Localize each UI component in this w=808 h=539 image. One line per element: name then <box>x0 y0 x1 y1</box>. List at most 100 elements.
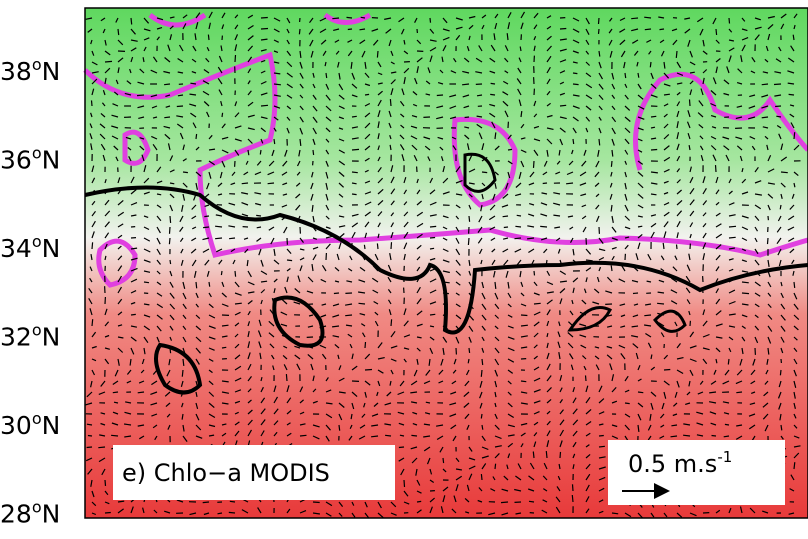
vector <box>465 117 469 118</box>
vector <box>529 501 534 502</box>
vector <box>105 61 112 62</box>
vector <box>728 359 729 365</box>
lat-hemisphere: N <box>42 500 61 529</box>
latitude-label: 38oN <box>0 55 60 86</box>
vector <box>660 29 665 30</box>
vector <box>92 319 93 326</box>
vector <box>248 150 249 155</box>
vector <box>495 282 496 289</box>
vector <box>430 238 435 239</box>
vector <box>481 474 482 480</box>
vector <box>196 134 197 139</box>
lat-degree: o <box>32 144 42 163</box>
vector <box>573 139 574 144</box>
vector <box>190 83 196 84</box>
vector <box>417 501 421 502</box>
vector <box>170 227 171 234</box>
vector <box>221 271 222 275</box>
vector <box>521 315 527 316</box>
vector <box>261 105 268 106</box>
vector <box>222 325 229 326</box>
vector <box>651 127 655 128</box>
vector <box>503 216 508 217</box>
vector <box>377 51 378 58</box>
vector <box>204 216 209 217</box>
vector <box>599 436 604 437</box>
lat-hemisphere: N <box>42 323 61 352</box>
lat-hemisphere: N <box>42 57 61 86</box>
vector <box>586 375 587 381</box>
vector <box>138 392 144 393</box>
vector <box>644 315 651 316</box>
vector <box>736 392 742 393</box>
vector <box>98 447 105 448</box>
scale-exponent: -1 <box>717 448 732 466</box>
vector <box>671 436 678 437</box>
vector <box>443 282 450 283</box>
vector <box>261 29 268 30</box>
vector <box>644 17 651 18</box>
figure: e) Chlo−a MODIS 0.5 m.s-1 38oN36oN34oN32… <box>0 0 808 539</box>
vector <box>521 325 528 326</box>
vector <box>300 139 301 146</box>
vector <box>92 242 93 249</box>
vector <box>612 150 613 157</box>
vector <box>230 501 235 502</box>
vector <box>391 319 392 326</box>
vector <box>501 502 508 503</box>
lat-hemisphere: N <box>42 146 61 175</box>
vector <box>247 260 248 266</box>
vector <box>182 370 183 377</box>
lat-number: 32 <box>0 323 32 352</box>
vector <box>391 242 392 249</box>
vector <box>572 495 573 502</box>
vector <box>326 73 327 78</box>
lat-degree: o <box>32 409 42 428</box>
vector <box>261 281 267 282</box>
vector <box>300 435 307 436</box>
vector <box>371 436 378 437</box>
vector <box>776 116 781 117</box>
vector <box>690 72 695 73</box>
vector <box>111 435 118 436</box>
scale-text: 0.5 m.s <box>628 450 717 478</box>
vector <box>170 216 171 223</box>
vector <box>105 480 106 486</box>
vector <box>742 293 749 294</box>
vector <box>352 183 357 184</box>
vector <box>599 51 600 57</box>
vector <box>203 227 209 228</box>
vector <box>347 17 353 18</box>
vector <box>430 18 431 23</box>
vector <box>426 402 430 403</box>
vector <box>794 132 795 139</box>
vector <box>430 226 436 227</box>
vector <box>196 282 197 288</box>
vector <box>313 150 314 155</box>
vector <box>638 392 643 393</box>
vector <box>508 149 512 150</box>
vector <box>183 172 188 173</box>
vector <box>365 342 366 348</box>
vector <box>762 117 768 118</box>
vector <box>443 304 448 305</box>
vector <box>260 150 261 155</box>
vector <box>334 293 339 294</box>
vector <box>469 216 470 222</box>
vector <box>178 95 183 96</box>
lat-degree: o <box>32 55 42 74</box>
vector <box>546 260 547 264</box>
lat-number: 34 <box>0 234 32 263</box>
vector <box>92 100 93 106</box>
vector <box>633 293 638 294</box>
vector <box>794 462 795 469</box>
vector <box>612 513 618 514</box>
vector <box>274 139 275 144</box>
vector <box>164 84 170 85</box>
vector <box>313 502 320 503</box>
vector <box>443 293 449 294</box>
lat-number: 28 <box>0 500 32 529</box>
vector <box>482 425 483 430</box>
vector <box>716 29 717 35</box>
vector <box>469 348 470 353</box>
